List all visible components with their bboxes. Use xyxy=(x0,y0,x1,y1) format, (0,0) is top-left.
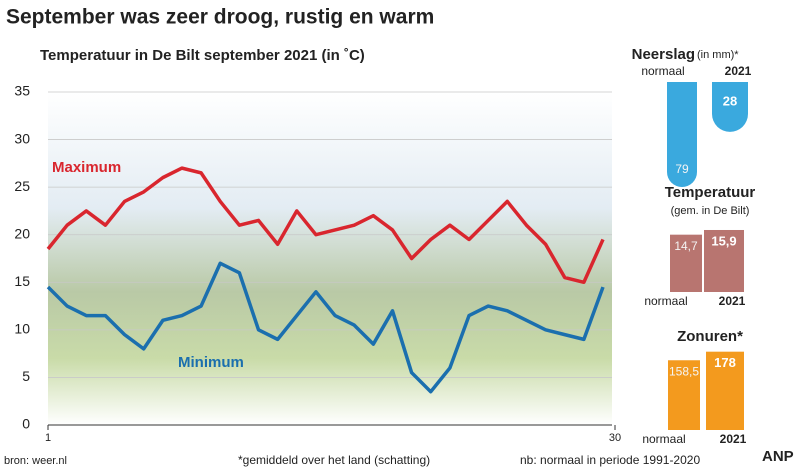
value-label: 158,5 xyxy=(669,364,699,378)
series-label: Maximum xyxy=(52,159,121,176)
plot-background xyxy=(48,92,612,425)
value-label: 79 xyxy=(675,162,689,176)
headline: September was zeer droog, rustig en warm xyxy=(6,6,434,29)
drop-end xyxy=(712,95,748,132)
value-label: 14,7 xyxy=(674,239,698,253)
series-label: Minimum xyxy=(178,354,244,371)
category-label: 2021 xyxy=(720,432,747,446)
panel-unit: (in mm)* xyxy=(697,49,739,61)
y-tick-label: 0 xyxy=(22,416,30,432)
category-label: 2021 xyxy=(719,294,746,308)
chart-title: Temperatuur in De Bilt september 2021 (i… xyxy=(40,47,365,64)
value-label: 178 xyxy=(714,355,736,370)
footnote: *gemiddeld over het land (schatting) xyxy=(238,453,430,467)
y-tick-label: 10 xyxy=(14,321,30,337)
y-tick-label: 5 xyxy=(22,368,30,384)
panel-title: Zonuren* xyxy=(677,328,743,345)
x-tick-label: 30 xyxy=(609,432,621,444)
bar xyxy=(704,229,744,292)
y-tick-label: 15 xyxy=(14,273,30,289)
line-series xyxy=(46,166,605,285)
bar xyxy=(670,234,702,292)
source: bron: weer.nl xyxy=(4,455,67,467)
period-note: nb: normaal in periode 1991-2020 xyxy=(520,453,700,467)
y-tick-label: 25 xyxy=(14,178,30,194)
bar xyxy=(668,360,700,430)
y-tick-label: 30 xyxy=(14,130,30,146)
y-tick-label: 35 xyxy=(14,83,30,99)
x-tick-label: 1 xyxy=(45,432,51,444)
category-label: normaal xyxy=(641,64,684,78)
drop-end xyxy=(667,157,697,187)
value-label: 28 xyxy=(723,93,737,108)
y-tick-label: 20 xyxy=(14,225,30,241)
panel-subtitle: (gem. in De Bilt) xyxy=(671,205,750,217)
category-label: normaal xyxy=(642,432,685,446)
category-label: normaal xyxy=(644,294,687,308)
agency: ANP xyxy=(762,448,794,465)
panel-title: Temperatuur xyxy=(665,184,756,201)
panel-title: Neerslag xyxy=(632,46,695,63)
value-label: 15,9 xyxy=(711,233,736,248)
bar xyxy=(706,351,744,430)
category-label: 2021 xyxy=(725,64,752,78)
line-series xyxy=(46,261,605,394)
